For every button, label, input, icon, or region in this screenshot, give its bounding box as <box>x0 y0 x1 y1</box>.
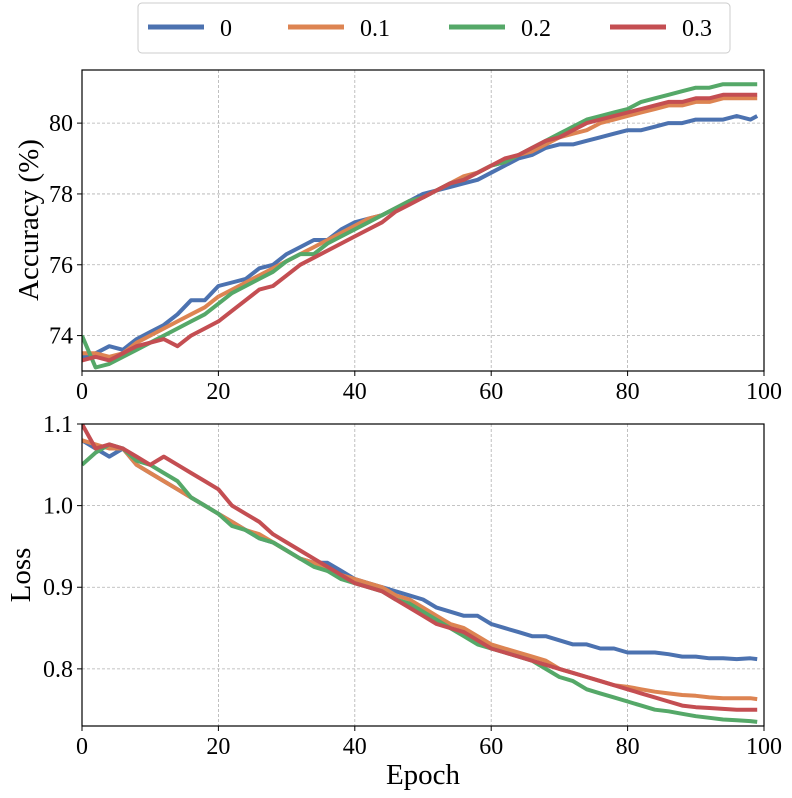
legend-frame <box>137 2 731 54</box>
accuracy-x-tick-label: 40 <box>343 379 367 405</box>
loss-y-tick-label: 0.9 <box>43 575 73 601</box>
loss-y-tick-label: 1.0 <box>43 494 73 520</box>
accuracy-x-tick-label: 80 <box>616 379 640 405</box>
loss-y-tick-label: 0.8 <box>43 657 73 683</box>
accuracy-plot: 0 20 40 60 80 100 74 76 78 80 Accuracy (%) <box>13 69 782 405</box>
legend: 0 0.1 0.2 0.3 <box>137 2 731 54</box>
accuracy-x-tick-label: 0 <box>76 379 88 405</box>
accuracy-x-tick-label: 100 <box>746 379 782 405</box>
loss-ticks: 0 20 40 60 80 100 0.8 0.9 1.0 1.1 <box>43 412 782 760</box>
loss-series-line-0.1 <box>82 438 758 702</box>
legend-label-0.1: 0.1 <box>360 16 390 42</box>
accuracy-series-line-0.3 <box>82 92 758 363</box>
accuracy-y-tick-label: 74 <box>49 324 73 350</box>
legend-label-0: 0 <box>220 16 232 42</box>
loss-x-tick-label: 100 <box>746 734 782 760</box>
loss-x-tick-label: 20 <box>206 734 230 760</box>
accuracy-series-line-0 <box>82 114 759 359</box>
accuracy-y-tick-label: 76 <box>49 253 73 279</box>
legend-label-0.3: 0.3 <box>682 16 712 42</box>
loss-plot: 0 20 40 60 80 100 0.8 0.9 1.0 1.1 Loss Epoch <box>5 412 782 791</box>
accuracy-x-tick-label: 60 <box>479 379 503 405</box>
accuracy-y-axis-label: Accuracy (%) <box>13 139 45 301</box>
accuracy-ticks: 0 20 40 60 80 100 74 76 78 80 <box>49 111 782 405</box>
loss-x-tick-label: 0 <box>76 734 88 760</box>
loss-x-tick-label: 40 <box>343 734 367 760</box>
loss-x-axis-label: Epoch <box>386 759 461 791</box>
legend-label-0.2: 0.2 <box>521 16 551 42</box>
accuracy-x-tick-label: 20 <box>206 379 230 405</box>
accuracy-series-line-0.1 <box>82 96 758 359</box>
accuracy-y-tick-label: 78 <box>49 182 73 208</box>
accuracy-plot-frame <box>81 69 765 372</box>
loss-series <box>82 424 758 724</box>
accuracy-y-tick-label: 80 <box>49 111 73 137</box>
loss-plot-frame <box>81 423 765 727</box>
loss-y-axis-label: Loss <box>5 548 37 603</box>
loss-x-tick-label: 60 <box>479 734 503 760</box>
loss-y-tick-label: 1.1 <box>43 412 73 438</box>
loss-x-tick-label: 80 <box>616 734 640 760</box>
loss-series-line-0 <box>82 438 758 662</box>
loss-series-line-0.3 <box>82 424 758 712</box>
accuracy-series <box>82 82 759 370</box>
loss-series-line-0.2 <box>82 442 758 724</box>
